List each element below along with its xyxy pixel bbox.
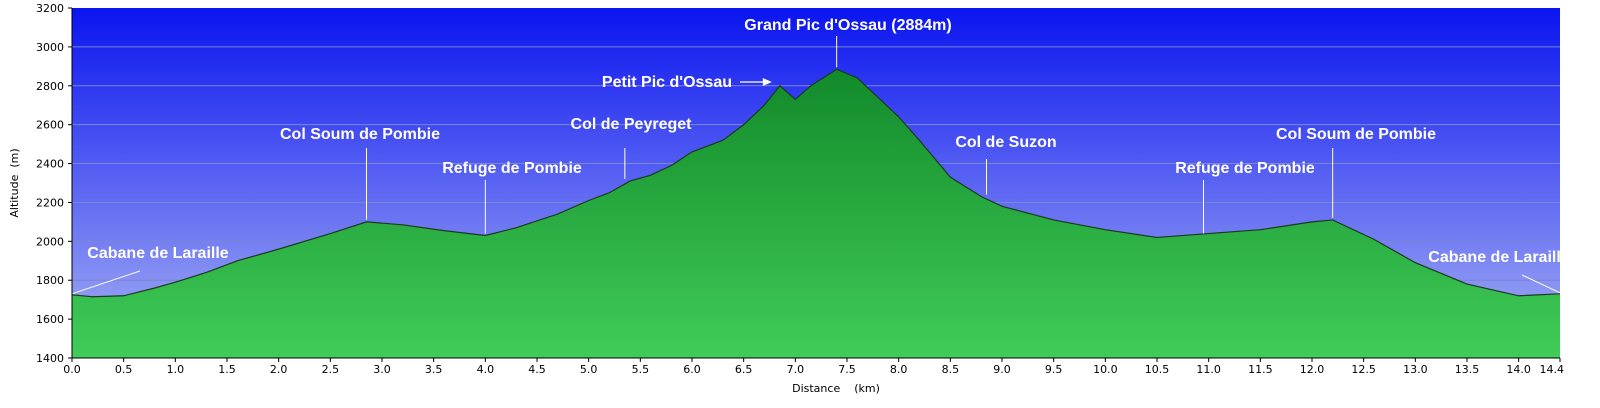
annotation-leader <box>1521 274 1561 294</box>
annotation: Col de Suzon <box>955 134 1057 195</box>
x-tick-label: 1.0 <box>167 363 185 376</box>
annotation: Grand Pic d'Ossau (2884m) <box>744 17 952 68</box>
x-tick-label: 6.0 <box>683 363 701 376</box>
annotation-label: Cabane de Laraille <box>1428 249 1569 266</box>
y-tick-label: 1400 <box>36 352 64 365</box>
annotation-label: Refuge de Pombie <box>1175 160 1315 177</box>
x-tick-label: 5.0 <box>580 363 598 376</box>
x-tick-label: 8.5 <box>942 363 960 376</box>
x-tick-label: 4.0 <box>477 363 495 376</box>
x-tick-label: 2.0 <box>270 363 288 376</box>
annotation: Col de Peyreget <box>571 116 693 180</box>
annotation-label: Col Soum de Pombie <box>280 126 440 143</box>
x-tick-label: 0.0 <box>63 363 81 376</box>
x-tick-label: 11.5 <box>1248 363 1273 376</box>
x-tick-label: 14.4 <box>1540 363 1565 376</box>
terrain-layer <box>72 68 1560 358</box>
annotation-label: Grand Pic d'Ossau (2884m) <box>744 17 951 34</box>
annotation-label: Refuge de Pombie <box>442 160 582 177</box>
y-tick-label: 3200 <box>36 2 64 15</box>
annotation-label: Col de Suzon <box>955 134 1056 151</box>
terrain-outline <box>72 68 1560 298</box>
x-tick-label: 14.0 <box>1506 363 1531 376</box>
x-tick-label: 0.5 <box>115 363 133 376</box>
annotation: Refuge de Pombie <box>442 160 582 234</box>
y-tick-label: 1600 <box>36 313 64 326</box>
x-tick-label: 9.0 <box>993 363 1011 376</box>
axes: 0.0 0.5 1.0 1.5 2.0 2.5 3.0 3.5 4.0 4.5 5.0 5.5 6.0 6… <box>36 2 1564 376</box>
y-tick-label: 2000 <box>36 235 64 248</box>
annotation-label: Petit Pic d'Ossau <box>602 74 732 91</box>
x-tick-label: 3.5 <box>425 363 443 376</box>
y-tick-label: 2200 <box>36 196 64 209</box>
annotation-label: Col de Peyreget <box>571 116 693 133</box>
annotation: Col Soum de Pombie <box>1276 126 1436 218</box>
x-tick-label: 9.5 <box>1045 363 1063 376</box>
x-tick-label: 10.5 <box>1145 363 1170 376</box>
x-tick-label: 1.5 <box>218 363 236 376</box>
x-axis-title: Distance (km) <box>792 382 880 395</box>
y-tick-label: 1800 <box>36 274 64 287</box>
x-tick-label: 11.0 <box>1196 363 1221 376</box>
x-tick-label: 3.0 <box>373 363 391 376</box>
annotation: Refuge de Pombie <box>1175 160 1315 234</box>
annotation-label: Cabane de Laraille <box>87 245 228 262</box>
x-tick-label: 4.5 <box>528 363 546 376</box>
x-tick-label: 12.0 <box>1300 363 1325 376</box>
annotation: Cabane de Laraille <box>71 245 229 295</box>
x-tick-label: 13.5 <box>1455 363 1480 376</box>
annotation-leader <box>71 270 141 295</box>
x-tick-label: 6.5 <box>735 363 753 376</box>
x-tick-label: 2.5 <box>322 363 340 376</box>
x-tick-label: 13.0 <box>1403 363 1428 376</box>
annotation-label: Col Soum de Pombie <box>1276 126 1436 143</box>
annotation: Petit Pic d'Ossau <box>602 74 772 91</box>
x-tick-label: 8.0 <box>890 363 908 376</box>
annotation: Cabane de Laraille <box>1428 249 1570 294</box>
annotation-arrowhead <box>762 78 772 86</box>
annotation: Col Soum de Pombie <box>280 126 440 220</box>
x-tick-label: 7.5 <box>838 363 856 376</box>
x-tick-label: 5.5 <box>632 363 650 376</box>
x-tick-label: 10.0 <box>1093 363 1118 376</box>
y-tick-label: 2400 <box>36 158 64 171</box>
y-axis-title: Altitude (m) <box>8 148 21 217</box>
y-tick-label: 3000 <box>36 41 64 54</box>
x-tick-label: 7.0 <box>787 363 805 376</box>
x-tick-label: 12.5 <box>1351 363 1376 376</box>
y-tick-label: 2800 <box>36 80 64 93</box>
terrain-area <box>72 69 1560 358</box>
y-tick-label: 2600 <box>36 119 64 132</box>
